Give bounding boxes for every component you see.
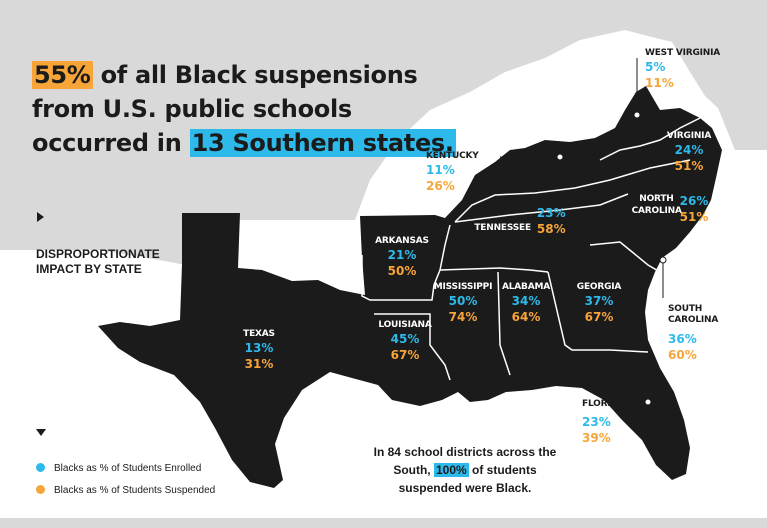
state-label-alabama: ALABAMA 34% 64% (501, 282, 550, 324)
north-carolina-row: NORTH CAROLINA 26% 51% (631, 194, 709, 224)
blue-dot-icon (36, 463, 45, 472)
legend-enrolled-label: Blacks as % of Students Enrolled (54, 463, 202, 474)
headline-text: of all Black suspensions from U.S. publi… (32, 61, 418, 157)
state-label-tennessee: TENNESSEE 23% 58% (466, 205, 574, 237)
state-label-virginia: VIRGINIA 24% 51% (666, 131, 712, 173)
headline: 55% of all Black suspensions from U.S. p… (32, 58, 472, 160)
state-label-arkansas: ARKANSAS 21% 50% (375, 236, 429, 278)
bottom-rule (0, 518, 767, 528)
state-label-south-carolina: SOUTH CAROLINA 36% 60% (668, 304, 719, 362)
triangle-down-icon (36, 429, 46, 436)
note-text-1: In 84 school districts across the South, (373, 445, 557, 477)
orange-dot-icon (36, 485, 45, 494)
triangle-right-icon (37, 212, 44, 222)
state-label-mississippi: MISSISSIPPI 50% 74% (433, 282, 493, 324)
state-label-west-virginia: WEST VIRGINIA 5% 11% (645, 48, 721, 90)
state-label-louisiana: LOUISIANA 45% 67% (378, 320, 432, 362)
state-label-florida: FLORIDA 23% 39% (582, 399, 625, 445)
note-highlight: 100% (433, 463, 469, 477)
legend-suspended-label: Blacks as % of Students Suspended (54, 485, 216, 496)
leader-dots (556, 111, 667, 406)
headline-highlight-percent: 55% (32, 61, 93, 89)
legend-enrolled: Blacks as % of Students Enrolled (36, 463, 201, 474)
southern-region-shape (98, 86, 722, 488)
note-text-2: of students suspended were Black. (398, 463, 537, 495)
districts-note: In 84 school districts across the South,… (360, 443, 570, 497)
legend-suspended: Blacks as % of Students Suspended (36, 485, 215, 496)
state-label-kentucky: KENTUCKY 11% 26% (426, 151, 479, 193)
section-label: DISPROPORTIONATE IMPACT BY STATE (36, 247, 160, 276)
state-label-georgia: GEORGIA 37% 67% (576, 282, 622, 324)
state-label-texas: TEXAS 13% 31% (243, 329, 275, 371)
north-carolina-values: 26% 51% (679, 194, 709, 224)
state-borders (361, 117, 701, 381)
state-label-north-carolina: NORTH CAROLINA 26% 51% (620, 193, 720, 225)
tennessee-values: 23% 58% (536, 206, 566, 236)
tennessee-row: TENNESSEE 23% 58% (474, 206, 566, 236)
headline-highlight-states: 13 Southern states. (189, 129, 456, 157)
leader-lines (500, 58, 664, 403)
